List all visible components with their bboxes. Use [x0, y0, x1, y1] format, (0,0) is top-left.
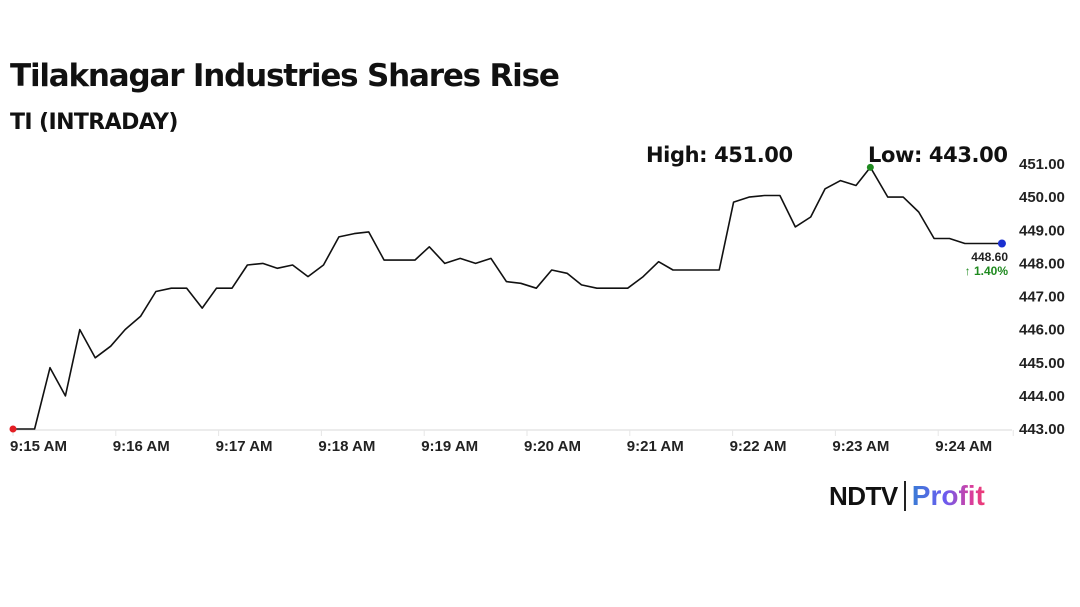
- y-tick-label: 443.00: [1019, 421, 1065, 438]
- change-percent-label: ↑ 1.40%: [965, 264, 1009, 278]
- last-price-label: 448.60: [971, 250, 1008, 264]
- price-line: [13, 166, 1002, 430]
- chart-subtitle: TI (INTRADAY): [10, 110, 178, 135]
- y-axis: 451.00 450.00 449.00 448.00 447.00 446.00 445.…: [13, 156, 1065, 438]
- y-tick-label: 447.00: [1019, 289, 1065, 306]
- high-point-marker: [866, 163, 874, 171]
- ndtv-profit-logo: NDTV Profit: [829, 478, 985, 514]
- x-tick-label: 9:22 AM: [730, 438, 787, 455]
- x-axis: 9:15 AM 9:16 AM 9:17 AM 9:18 AM 9:19 AM 9:20 …: [10, 430, 1014, 455]
- x-tick-label: 9:15 AM: [10, 438, 67, 455]
- x-tick-label: 9:18 AM: [318, 438, 375, 455]
- profit-wordmark: Profit: [911, 480, 985, 511]
- high-label: High: 451.00: [646, 143, 793, 167]
- y-tick-label: 450.00: [1019, 189, 1065, 206]
- y-tick-label: 449.00: [1019, 222, 1065, 239]
- x-tick-label: 9:24 AM: [935, 438, 992, 455]
- x-tick-label: 9:16 AM: [113, 438, 170, 455]
- last-point-marker: [997, 239, 1006, 248]
- logo-divider: [903, 481, 906, 511]
- x-tick-label: 9:19 AM: [421, 438, 478, 455]
- x-tick-label: 9:21 AM: [627, 438, 684, 455]
- x-tick-label: 9:23 AM: [832, 438, 889, 455]
- y-tick-label: 444.00: [1019, 388, 1065, 405]
- y-tick-label: 451.00: [1019, 156, 1065, 173]
- x-tick-label: 9:17 AM: [216, 438, 273, 455]
- chart-title: Tilaknagar Industries Shares Rise: [10, 58, 560, 94]
- y-tick-label: 446.00: [1019, 322, 1065, 339]
- ndtv-wordmark: NDTV: [829, 480, 898, 511]
- y-tick-label: 448.00: [1019, 255, 1065, 272]
- low-label: Low: 443.00: [868, 143, 1008, 167]
- start-point-marker: [9, 425, 17, 433]
- y-tick-label: 445.00: [1019, 355, 1065, 372]
- x-tick-label: 9:20 AM: [524, 438, 581, 455]
